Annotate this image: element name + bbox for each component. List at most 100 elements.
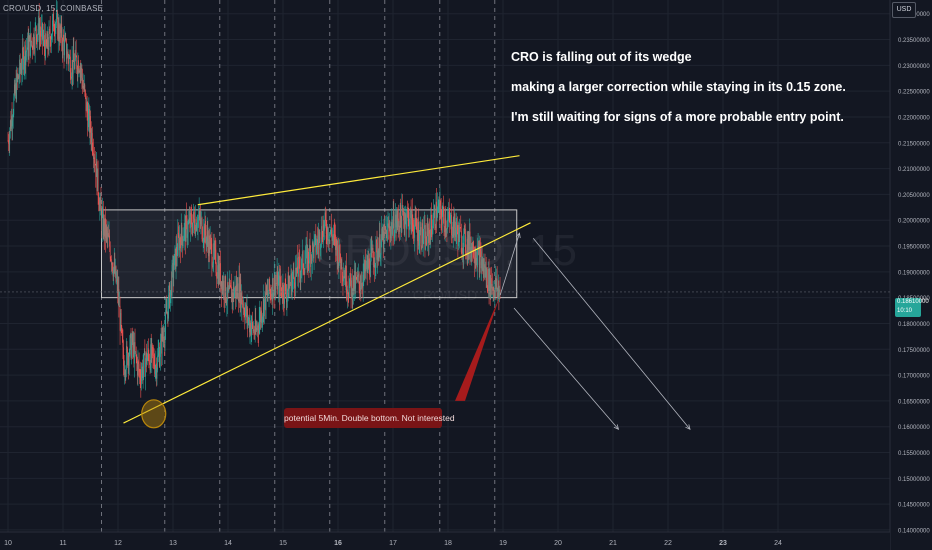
candle-up-body [226, 300, 228, 303]
candle-up-body [433, 213, 434, 226]
candle-down-body [243, 307, 245, 315]
candle-up-body [18, 77, 20, 79]
candle-up-body [422, 238, 424, 243]
candle-down-body [179, 237, 181, 243]
candle-down-body [106, 230, 108, 237]
candle-up-body [115, 266, 116, 275]
candle-down-body [189, 217, 191, 229]
candle-up-body [337, 245, 339, 263]
candle-down-body [422, 223, 423, 243]
candle-up-body [482, 258, 484, 270]
currency-badge[interactable]: USD [892, 2, 916, 18]
candle-up-body [135, 351, 136, 353]
candle-down-body [175, 248, 176, 270]
candle-up-body [142, 368, 144, 378]
candle-up-body [344, 275, 346, 279]
candle-down-body [425, 231, 427, 244]
candle-up-body [320, 247, 321, 250]
callout-pointer [455, 295, 501, 401]
candle-up-body [383, 223, 385, 249]
candle-down-body [53, 30, 55, 32]
candle-up-body [270, 293, 272, 297]
candle-up-body [301, 256, 303, 270]
candle-up-body [477, 248, 478, 268]
candle-up-body [157, 353, 159, 356]
candle-up-body [221, 280, 223, 293]
candle-up-body [304, 263, 306, 274]
candle-up-body [257, 325, 258, 331]
drawings-layer[interactable] [123, 155, 691, 430]
candle-up-body [361, 282, 362, 289]
candle-down-body [178, 232, 179, 235]
candle-up-body [218, 264, 220, 284]
candle-down-body [395, 214, 397, 228]
candle-up-body [485, 266, 486, 278]
candle-down-body [57, 12, 59, 39]
candle-down-body [415, 213, 417, 218]
candle-up-body [29, 35, 30, 42]
candle-down-body [337, 245, 339, 269]
candle-down-body [377, 250, 379, 262]
candle-up-body [391, 222, 392, 230]
candle-up-body [411, 211, 413, 232]
candle-up-body [246, 308, 248, 318]
candle-down-body [148, 353, 150, 363]
candle-down-body [166, 309, 168, 315]
candle-up-body [67, 51, 68, 58]
candle-up-body [250, 327, 252, 335]
candle-up-body [69, 56, 71, 58]
candle-down-body [112, 270, 114, 277]
candle-down-body [350, 273, 351, 281]
candle-up-body [438, 203, 440, 206]
candle-up-body [388, 226, 390, 229]
candle-up-body [357, 275, 358, 281]
candle-up-body [332, 235, 333, 241]
candle-up-body [236, 283, 238, 294]
candle-down-body [149, 362, 150, 364]
candle-up-body [187, 222, 189, 234]
candle-down-body [229, 282, 231, 286]
candle-up-body [100, 197, 101, 203]
candle-up-body [419, 231, 421, 244]
candle-down-body [288, 275, 290, 297]
time-tick-label: 22 [664, 540, 672, 547]
candle-down-body [161, 334, 162, 354]
candle-down-body [144, 350, 146, 377]
candle-up-body [96, 161, 97, 177]
candle-up-body [470, 247, 471, 254]
candle-down-body [110, 258, 112, 260]
candle-up-body [406, 221, 407, 229]
candle-up-body [200, 218, 202, 225]
callout-label[interactable]: potential 5Min. Double bottom. Not inter… [284, 408, 455, 428]
candle-up-body [177, 232, 179, 255]
candle-up-body [261, 318, 263, 323]
candle-up-body [60, 23, 62, 33]
candle-up-body [316, 248, 317, 253]
candle-down-body [275, 283, 277, 284]
candle-up-body [78, 70, 80, 73]
price-tick-label: 0.15000000 [898, 477, 930, 483]
price-tick-label: 0.21500000 [898, 141, 930, 147]
price-tick-label: 0.19000000 [898, 270, 930, 276]
symbol-title[interactable]: CRO/USD, 15, COINBASE [3, 4, 104, 13]
candle-up-body [104, 218, 106, 237]
candle-down-body [489, 269, 491, 297]
candle-down-body [74, 61, 75, 69]
candle-down-body [348, 294, 350, 297]
candle-up-body [25, 51, 27, 66]
candle-down-body [371, 248, 373, 251]
candle-down-body [225, 276, 227, 301]
candle-up-body [402, 211, 404, 212]
candle-down-body [42, 23, 43, 41]
candle-down-body [326, 233, 328, 241]
candle-up-body [170, 281, 172, 291]
candle-down-body [359, 282, 361, 292]
price-tick-label: 0.18000000 [898, 322, 930, 328]
candle-down-body [256, 327, 258, 331]
candle-up-body [275, 283, 276, 296]
candle-down-body [171, 281, 172, 296]
candle-up-body [22, 47, 23, 70]
candle-up-body [272, 278, 273, 302]
candle-up-body [260, 310, 262, 322]
